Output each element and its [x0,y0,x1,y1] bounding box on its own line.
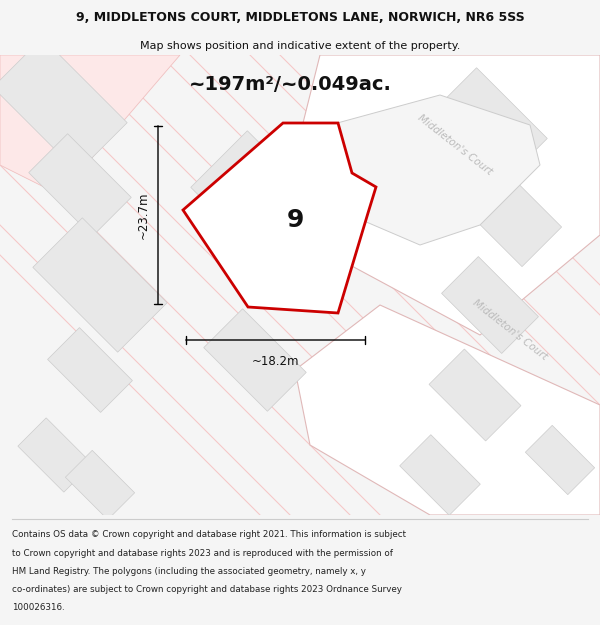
Polygon shape [526,426,595,494]
Polygon shape [320,95,540,245]
Text: Map shows position and indicative extent of the property.: Map shows position and indicative extent… [140,41,460,51]
Polygon shape [433,68,547,182]
Text: Middleton's Court: Middleton's Court [471,298,549,362]
Text: 9, MIDDLETONS COURT, MIDDLETONS LANE, NORWICH, NR6 5SS: 9, MIDDLETONS COURT, MIDDLETONS LANE, NO… [76,11,524,24]
Polygon shape [295,305,600,515]
Text: to Crown copyright and database rights 2023 and is reproduced with the permissio: to Crown copyright and database rights 2… [12,549,393,558]
Polygon shape [33,218,167,352]
Text: 100026316.: 100026316. [12,603,65,612]
Polygon shape [0,38,127,172]
Polygon shape [65,451,134,519]
Polygon shape [442,257,538,353]
Text: HM Land Registry. The polygons (including the associated geometry, namely x, y: HM Land Registry. The polygons (includin… [12,567,366,576]
Polygon shape [183,123,376,313]
Polygon shape [18,418,92,492]
Polygon shape [290,55,600,335]
Text: co-ordinates) are subject to Crown copyright and database rights 2023 Ordnance S: co-ordinates) are subject to Crown copyr… [12,585,402,594]
Text: Contains OS data © Crown copyright and database right 2021. This information is : Contains OS data © Crown copyright and d… [12,531,406,539]
Text: Middleton's Court: Middleton's Court [416,113,494,177]
Polygon shape [191,131,339,279]
Polygon shape [29,134,131,236]
Polygon shape [47,328,133,412]
Text: ~18.2m: ~18.2m [252,355,299,368]
Text: ~23.7m: ~23.7m [137,191,150,239]
Text: ~197m²/~0.049ac.: ~197m²/~0.049ac. [188,76,391,94]
Polygon shape [400,435,481,515]
Text: 9: 9 [286,208,304,232]
Polygon shape [0,55,180,195]
Polygon shape [458,163,562,267]
Polygon shape [429,349,521,441]
Polygon shape [204,309,306,411]
